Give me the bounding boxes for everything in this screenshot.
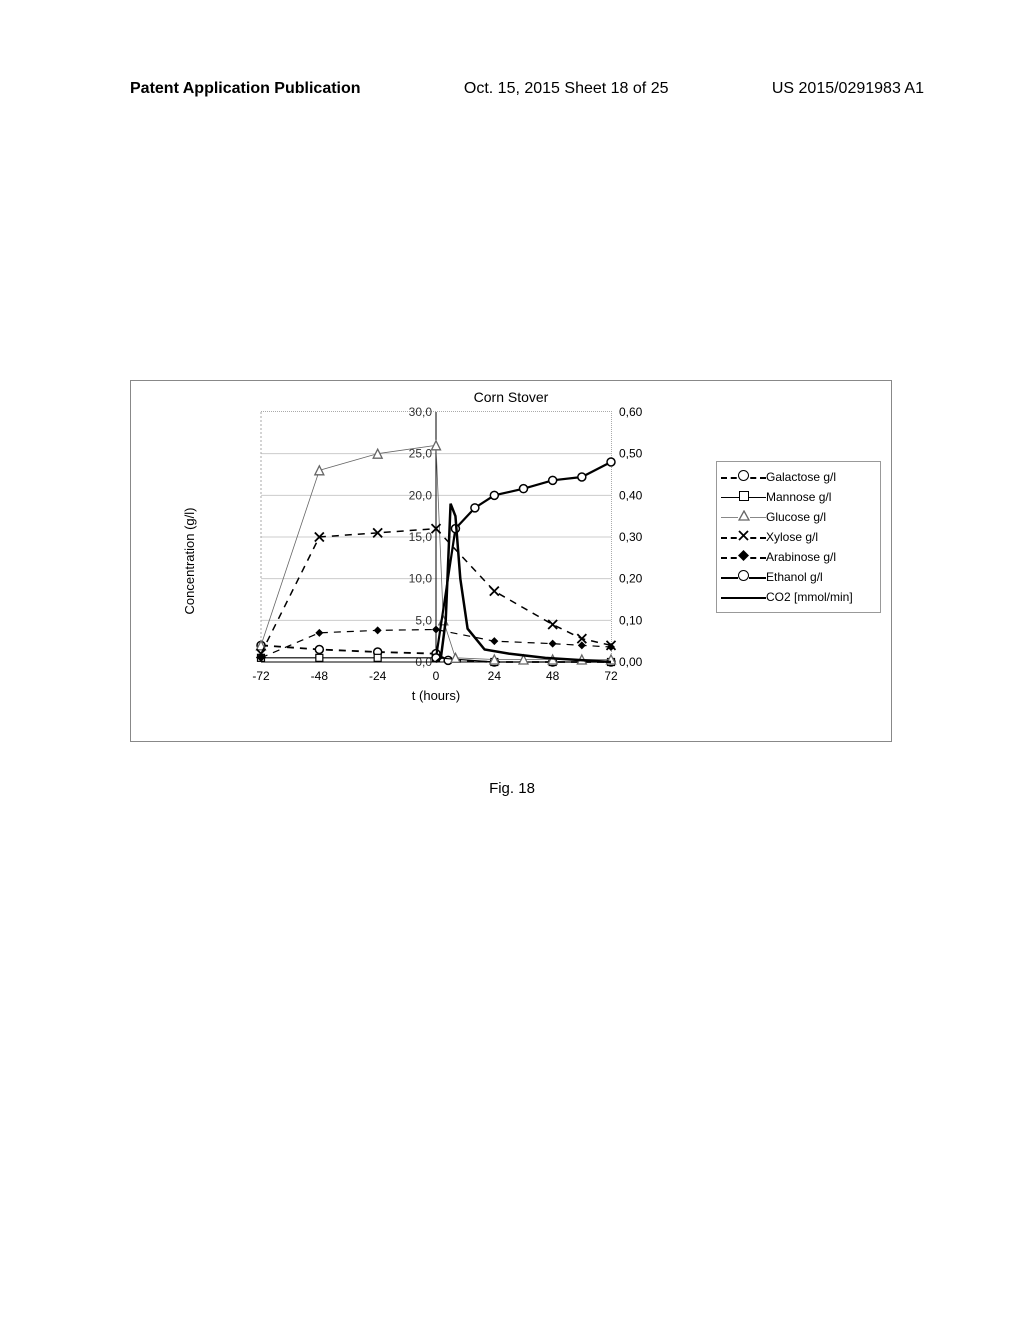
- legend-item: Galactose g/l: [721, 468, 876, 486]
- svg-text:0,30: 0,30: [619, 530, 643, 544]
- plot-area: 0,05,010,015,020,025,030,00,000,100,200,…: [261, 411, 612, 662]
- header-right: US 2015/0291983 A1: [772, 80, 924, 98]
- svg-text:24: 24: [488, 669, 502, 683]
- svg-text:30,0: 30,0: [409, 405, 433, 419]
- svg-text:0,50: 0,50: [619, 447, 643, 461]
- page-header: Patent Application Publication Oct. 15, …: [130, 80, 924, 98]
- svg-text:20,0: 20,0: [409, 488, 433, 502]
- svg-text:48: 48: [546, 669, 560, 683]
- chart-area: 0,05,010,015,020,025,030,00,000,100,200,…: [191, 411, 681, 681]
- legend-item: Arabinose g/l: [721, 548, 876, 566]
- legend-label: Arabinose g/l: [766, 550, 836, 564]
- svg-text:0,00: 0,00: [619, 655, 643, 669]
- svg-text:0,60: 0,60: [619, 405, 643, 419]
- legend-item: Xylose g/l: [721, 528, 876, 546]
- legend: Galactose g/l Mannose g/l Glucose g/l Xylos…: [716, 461, 881, 613]
- legend-label: Glucose g/l: [766, 510, 826, 524]
- svg-text:0,40: 0,40: [619, 488, 643, 502]
- svg-text:-48: -48: [311, 669, 329, 683]
- svg-text:0,10: 0,10: [619, 613, 643, 627]
- legend-item: Mannose g/l: [721, 488, 876, 506]
- header-center: Oct. 15, 2015 Sheet 18 of 25: [464, 80, 669, 98]
- legend-item: Glucose g/l: [721, 508, 876, 526]
- legend-item: CO2 [mmol/min]: [721, 588, 876, 606]
- svg-text:0,20: 0,20: [619, 572, 643, 586]
- figure-caption: Fig. 18: [0, 780, 1024, 797]
- svg-text:15,0: 15,0: [409, 530, 433, 544]
- plot-svg: 0,05,010,015,020,025,030,00,000,100,200,…: [261, 412, 611, 662]
- svg-text:0: 0: [433, 669, 440, 683]
- legend-label: Galactose g/l: [766, 470, 836, 484]
- svg-text:10,0: 10,0: [409, 572, 433, 586]
- legend-label: CO2 [mmol/min]: [766, 590, 853, 604]
- svg-text:5,0: 5,0: [415, 613, 432, 627]
- legend-label: Mannose g/l: [766, 490, 831, 504]
- svg-text:72: 72: [604, 669, 618, 683]
- chart-title: Corn Stover: [131, 389, 891, 405]
- svg-text:-72: -72: [252, 669, 270, 683]
- figure-container: Corn Stover Concentration (g/l) CO2 (mmo…: [130, 380, 892, 742]
- x-axis-label: t (hours): [261, 688, 611, 703]
- legend-item: Ethanol g/l: [721, 568, 876, 586]
- header-left: Patent Application Publication: [130, 80, 361, 98]
- legend-label: Xylose g/l: [766, 530, 818, 544]
- legend-label: Ethanol g/l: [766, 570, 823, 584]
- svg-text:-24: -24: [369, 669, 387, 683]
